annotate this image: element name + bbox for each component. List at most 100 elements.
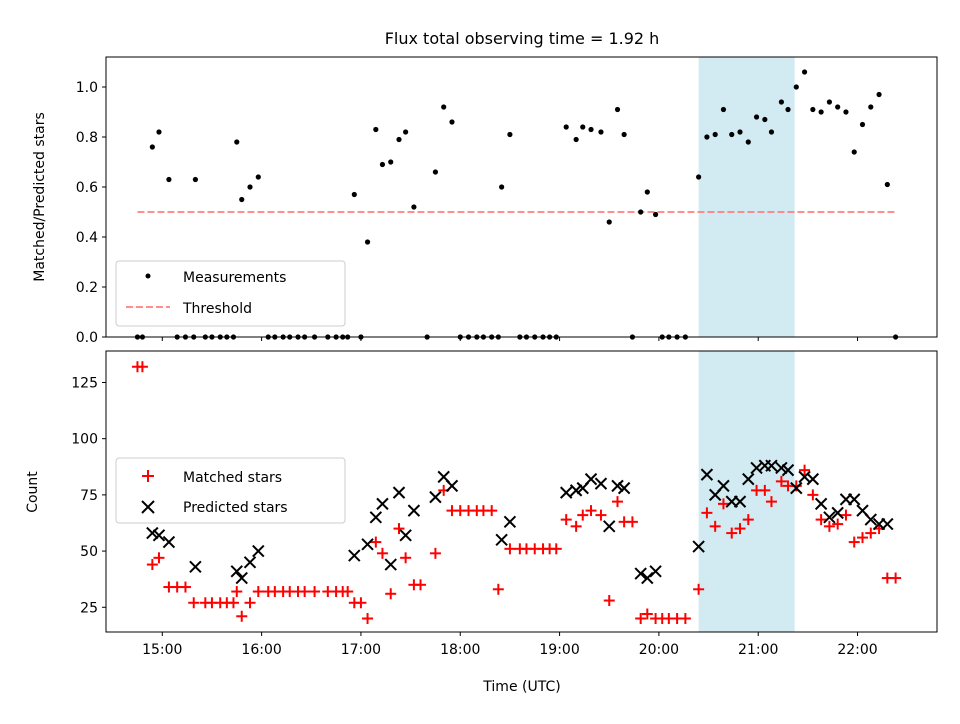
measurement-point [573,136,579,143]
measurement-point [239,196,245,203]
matched-stars-point [252,586,264,598]
measurement-point [644,189,650,195]
x-tick-label: 18:00 [440,642,480,658]
predicted-stars-point [831,506,844,520]
predicted-stars-point [559,486,573,499]
matched-stars-point [635,613,647,625]
matched-stars-point [717,498,729,510]
matched-stars-point [848,536,860,548]
matched-stars-point [612,496,624,508]
predicted-stars-point [692,540,705,553]
measurement-point [768,129,775,135]
predicted-stars-point [495,533,508,547]
matched-stars-point [179,581,191,593]
y-tick-label: 1.0 [76,80,98,96]
bottom-y-axis-label: Count [25,471,41,513]
matched-stars-point [236,610,248,622]
predicted-stars-point [235,571,248,585]
x-tick-label: 22:00 [837,642,877,658]
measurement-point [868,104,874,110]
predicted-stars-point [775,461,788,475]
measurement-point [745,139,751,145]
y-tick-label: 0.6 [76,180,98,196]
measurement-point [563,124,569,130]
measurement-point [859,121,866,128]
measurement-point [737,129,743,135]
matched-stars-point [865,527,877,539]
predicted-stars-point [407,504,421,517]
matched-stars-point [429,547,441,559]
bottom-panel: 25 50 75 100 125 15:00 16:00 17:00 18:00 19:00 20… [25,350,938,695]
matched-stars-point [840,509,852,521]
measurement-point [379,161,386,168]
predicted-stars-point [162,535,176,549]
matched-stars-point [693,583,705,595]
top-y-axis-label: Matched/Predicted stars [32,112,48,282]
chart-title: Flux total observing time = 1.92 h [385,29,660,48]
measurement-point [720,106,727,113]
measurement-point [156,129,162,135]
bottom-plot-frame [105,350,938,633]
x-tick-label: 19:00 [539,642,579,658]
matched-stars-point [376,547,388,559]
matched-stars-point [309,586,321,598]
predicted-stars-point [361,538,374,551]
bottom-legend: Matched stars Predicted stars [115,457,346,524]
matched-stars-point [823,520,835,532]
measurement-point [149,144,155,150]
matched-stars-point [299,586,311,598]
x-axis-label: Time (UTC) [482,679,560,695]
predicted-stars-point [569,484,583,497]
matched-stars-point [227,597,239,609]
predicted-stars-point [790,481,803,495]
measurement-point [638,209,644,215]
measurement-point [614,106,621,113]
matched-stars-point [807,489,819,501]
bottom-shaded-region [698,351,795,632]
matched-stars-point [153,552,165,564]
matched-stars-point [385,588,397,600]
measurement-point [876,91,882,98]
measurement-point [432,169,439,175]
y-tick-label: 0.8 [76,130,98,146]
measurement-point [762,116,768,123]
matched-stars-point [370,536,382,548]
matched-stars-point [231,586,243,598]
predicted-stars-point [814,497,828,511]
measurement-point [166,176,172,183]
measurement-point [851,149,857,155]
measurement-point [598,129,604,135]
measurement-point [818,109,824,115]
y-tick-label: 0.0 [76,330,98,346]
measurement-point [373,126,379,133]
predicted-stars-point [376,497,389,511]
x-tick-label: 17:00 [341,642,381,658]
predicted-stars-point [823,511,836,524]
matched-stars-point [815,514,827,526]
predicted-stars-point [634,567,647,580]
measurement-point [403,129,409,135]
matched-stars-point [603,595,615,607]
measurement-point [441,104,447,110]
measurement-point [778,99,784,105]
predicted-stars-point [641,571,654,585]
predicted-stars-point [781,463,795,477]
top-panel: 0.0 0.2 0.4 0.6 0.8 1.0 Matched/Predicted sta… [32,56,938,346]
measurement-point [835,104,841,110]
predicted-stars-point [243,556,257,569]
predicted-stars-point [384,558,397,571]
measurement-point [388,159,394,165]
top-plot-frame [105,56,938,338]
matched-stars-point [595,509,607,521]
measurement-point [810,106,816,113]
y-tick-label: 50 [80,544,98,560]
matched-stars-point [799,464,811,476]
predicted-stars-point [399,529,412,542]
matched-stars-point [701,507,713,519]
predicted-stars-point [584,472,598,486]
measurement-point [884,181,890,188]
predicted-stars-point [152,529,166,542]
predicted-stars-point [733,495,747,508]
measurement-point [192,176,198,183]
measurement-point [247,184,253,190]
